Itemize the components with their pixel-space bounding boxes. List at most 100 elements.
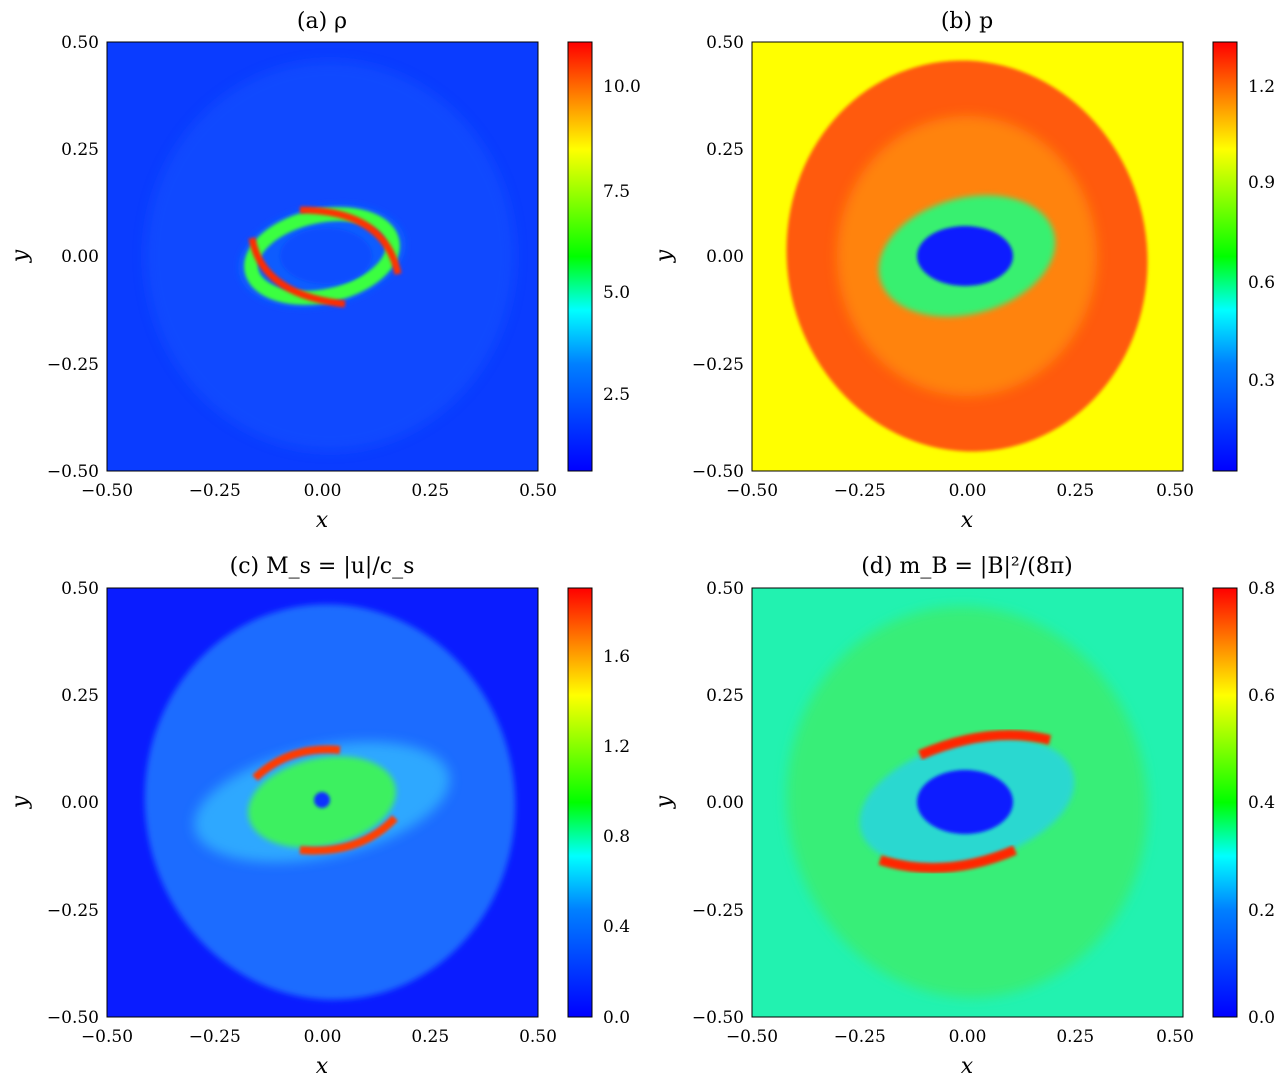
panel-b-xlabel: x <box>961 508 974 533</box>
panel-b-ytick-1: −0.25 <box>692 355 744 375</box>
panel-d-cbar-tick-2: 0.4 <box>1248 793 1275 813</box>
panel-a-ytick-4: 0.50 <box>61 33 99 53</box>
panel-d-xtick-0: −0.50 <box>726 1027 778 1047</box>
panel-b-y-axis: −0.50 −0.25 0.00 0.25 0.50 y <box>652 33 744 482</box>
panel-a-y-axis: −0.50 −0.25 0.00 0.25 0.50 y <box>8 33 99 482</box>
panel-c-xlabel: x <box>316 1054 329 1079</box>
panel-c-xtick-2: 0.00 <box>304 1027 342 1047</box>
panel-a-ytick-1: −0.25 <box>47 355 99 375</box>
panel-b-xtick-1: −0.25 <box>834 481 886 501</box>
panel-a-xtick-3: 0.25 <box>411 481 449 501</box>
panel-b-cbar-tick-1: 0.6 <box>1248 273 1275 293</box>
panel-b-cbar-tick-2: 0.9 <box>1248 173 1275 193</box>
panel-d-ytick-2: 0.00 <box>706 793 744 813</box>
panel-a-ytick-3: 0.25 <box>61 140 99 160</box>
panel-a-xlabel: x <box>316 508 329 533</box>
panel-a-ylabel: y <box>8 249 33 263</box>
panel-d: (d) m_B = |B|²/(8π) −0.50 −0.25 0.00 0.2… <box>652 554 1275 1079</box>
panel-a-colorbar: 2.5 5.0 7.5 10.0 <box>567 41 641 472</box>
panel-a-xtick-0: −0.50 <box>81 481 133 501</box>
panel-a-ytick-2: 0.00 <box>61 247 99 267</box>
panel-c-xtick-0: −0.50 <box>81 1027 133 1047</box>
panel-a-frame <box>106 41 539 472</box>
panel-b: (b) p −0.50 −0.25 0.00 0.25 0.50 x −0.50… <box>652 9 1275 533</box>
panel-c-ytick-4: 0.50 <box>61 579 99 599</box>
panel-c-cbar-tick-3: 1.2 <box>603 737 630 757</box>
panel-c-ytick-3: 0.25 <box>61 686 99 706</box>
panel-a: (a) ρ −0.50 −0.25 0.00 0.25 0.50 x −0.50… <box>8 9 641 533</box>
panel-d-colorbar-gradient <box>1212 587 1238 1018</box>
panel-a-cbar-tick-2: 7.5 <box>603 182 630 202</box>
panel-b-ytick-3: 0.25 <box>706 140 744 160</box>
panel-d-heatmap <box>752 588 1183 1017</box>
panel-b-core <box>917 226 1013 286</box>
panel-d-title: (d) m_B = |B|²/(8π) <box>861 554 1073 579</box>
panel-c-heatmap <box>107 588 538 1017</box>
panel-c-arc-right <box>299 815 398 855</box>
panel-d-arc-bottom <box>878 845 1017 873</box>
panel-b-xtick-4: 0.50 <box>1156 481 1194 501</box>
panel-a-core <box>280 228 372 284</box>
panel-c-cbar-tick-1: 0.4 <box>603 917 630 937</box>
panel-c-arc-left <box>252 745 341 781</box>
panel-d-xtick-2: 0.00 <box>949 1027 987 1047</box>
panel-a-heatmap <box>107 42 538 471</box>
panel-b-xtick-3: 0.25 <box>1056 481 1094 501</box>
panel-a-arc-left <box>248 237 346 308</box>
panel-a-xtick-1: −0.25 <box>189 481 241 501</box>
panel-c-y-axis: −0.50 −0.25 0.00 0.25 0.50 y <box>8 579 99 1028</box>
panel-c-cbar-tick-0: 0.0 <box>603 1008 630 1028</box>
panel-c-frame <box>106 587 539 1018</box>
panel-b-cbar-tick-0: 0.3 <box>1248 371 1275 391</box>
panel-b-xtick-0: −0.50 <box>726 481 778 501</box>
panel-d-cbar-tick-4: 0.8 <box>1248 579 1275 599</box>
panel-c-ylabel: y <box>8 795 33 809</box>
panel-a-xtick-2: 0.00 <box>304 481 342 501</box>
panel-d-x-axis: −0.50 −0.25 0.00 0.25 0.50 x <box>726 1027 1194 1079</box>
panel-a-colorbar-gradient <box>567 41 593 472</box>
panel-b-cbar-tick-3: 1.2 <box>1248 77 1275 97</box>
panel-b-heatmap <box>752 42 1183 471</box>
panel-b-ylabel: y <box>652 249 677 263</box>
panel-a-ring <box>244 207 400 305</box>
panel-a-cbar-tick-3: 10.0 <box>603 77 641 97</box>
panel-b-frame <box>751 41 1184 472</box>
panel-c-colorbar: 0.0 0.4 0.8 1.2 1.6 <box>567 587 630 1028</box>
panel-d-cbar-tick-1: 0.2 <box>1248 901 1275 921</box>
panel-c-title: (c) M_s = |u|/c_s <box>230 554 415 579</box>
panel-c-cbar-tick-4: 1.6 <box>603 647 630 667</box>
panel-b-x-axis: −0.50 −0.25 0.00 0.25 0.50 x <box>726 481 1194 533</box>
panel-b-title: (b) p <box>941 9 993 34</box>
panel-d-xtick-1: −0.25 <box>834 1027 886 1047</box>
panel-d-core <box>917 770 1013 834</box>
panel-a-title: (a) ρ <box>297 9 347 34</box>
panel-c-xtick-3: 0.25 <box>411 1027 449 1047</box>
panel-d-colorbar: 0.0 0.2 0.4 0.6 0.8 <box>1212 579 1275 1028</box>
panel-a-arc-right <box>299 206 402 275</box>
panel-a-ytick-0: −0.50 <box>47 462 99 482</box>
panel-d-xtick-3: 0.25 <box>1056 1027 1094 1047</box>
panel-c-x-axis: −0.50 −0.25 0.00 0.25 0.50 x <box>81 1027 557 1079</box>
panel-b-ytick-0: −0.50 <box>692 462 744 482</box>
panel-b-colorbar: 0.3 0.6 0.9 1.2 <box>1212 41 1275 472</box>
panel-d-xlabel: x <box>961 1054 974 1079</box>
panel-c-core <box>314 792 330 808</box>
panel-c-ytick-2: 0.00 <box>61 793 99 813</box>
panel-d-cbar-tick-3: 0.6 <box>1248 686 1275 706</box>
panel-d-cbar-tick-0: 0.0 <box>1248 1008 1275 1028</box>
panel-c-xtick-1: −0.25 <box>189 1027 241 1047</box>
panel-c-colorbar-gradient <box>567 587 593 1018</box>
panel-d-ytick-1: −0.25 <box>692 901 744 921</box>
panel-d-ytick-0: −0.50 <box>692 1008 744 1028</box>
panel-a-cbar-tick-1: 5.0 <box>603 283 630 303</box>
panel-d-xtick-4: 0.50 <box>1156 1027 1194 1047</box>
panel-d-ytick-3: 0.25 <box>706 686 744 706</box>
panel-d-ylabel: y <box>652 795 677 809</box>
panel-b-ytick-4: 0.50 <box>706 33 744 53</box>
panel-d-y-axis: −0.50 −0.25 0.00 0.25 0.50 y <box>652 579 744 1028</box>
panel-b-xtick-2: 0.00 <box>949 481 987 501</box>
panel-d-ytick-4: 0.50 <box>706 579 744 599</box>
panel-a-xtick-4: 0.50 <box>519 481 557 501</box>
panel-b-ytick-2: 0.00 <box>706 247 744 267</box>
